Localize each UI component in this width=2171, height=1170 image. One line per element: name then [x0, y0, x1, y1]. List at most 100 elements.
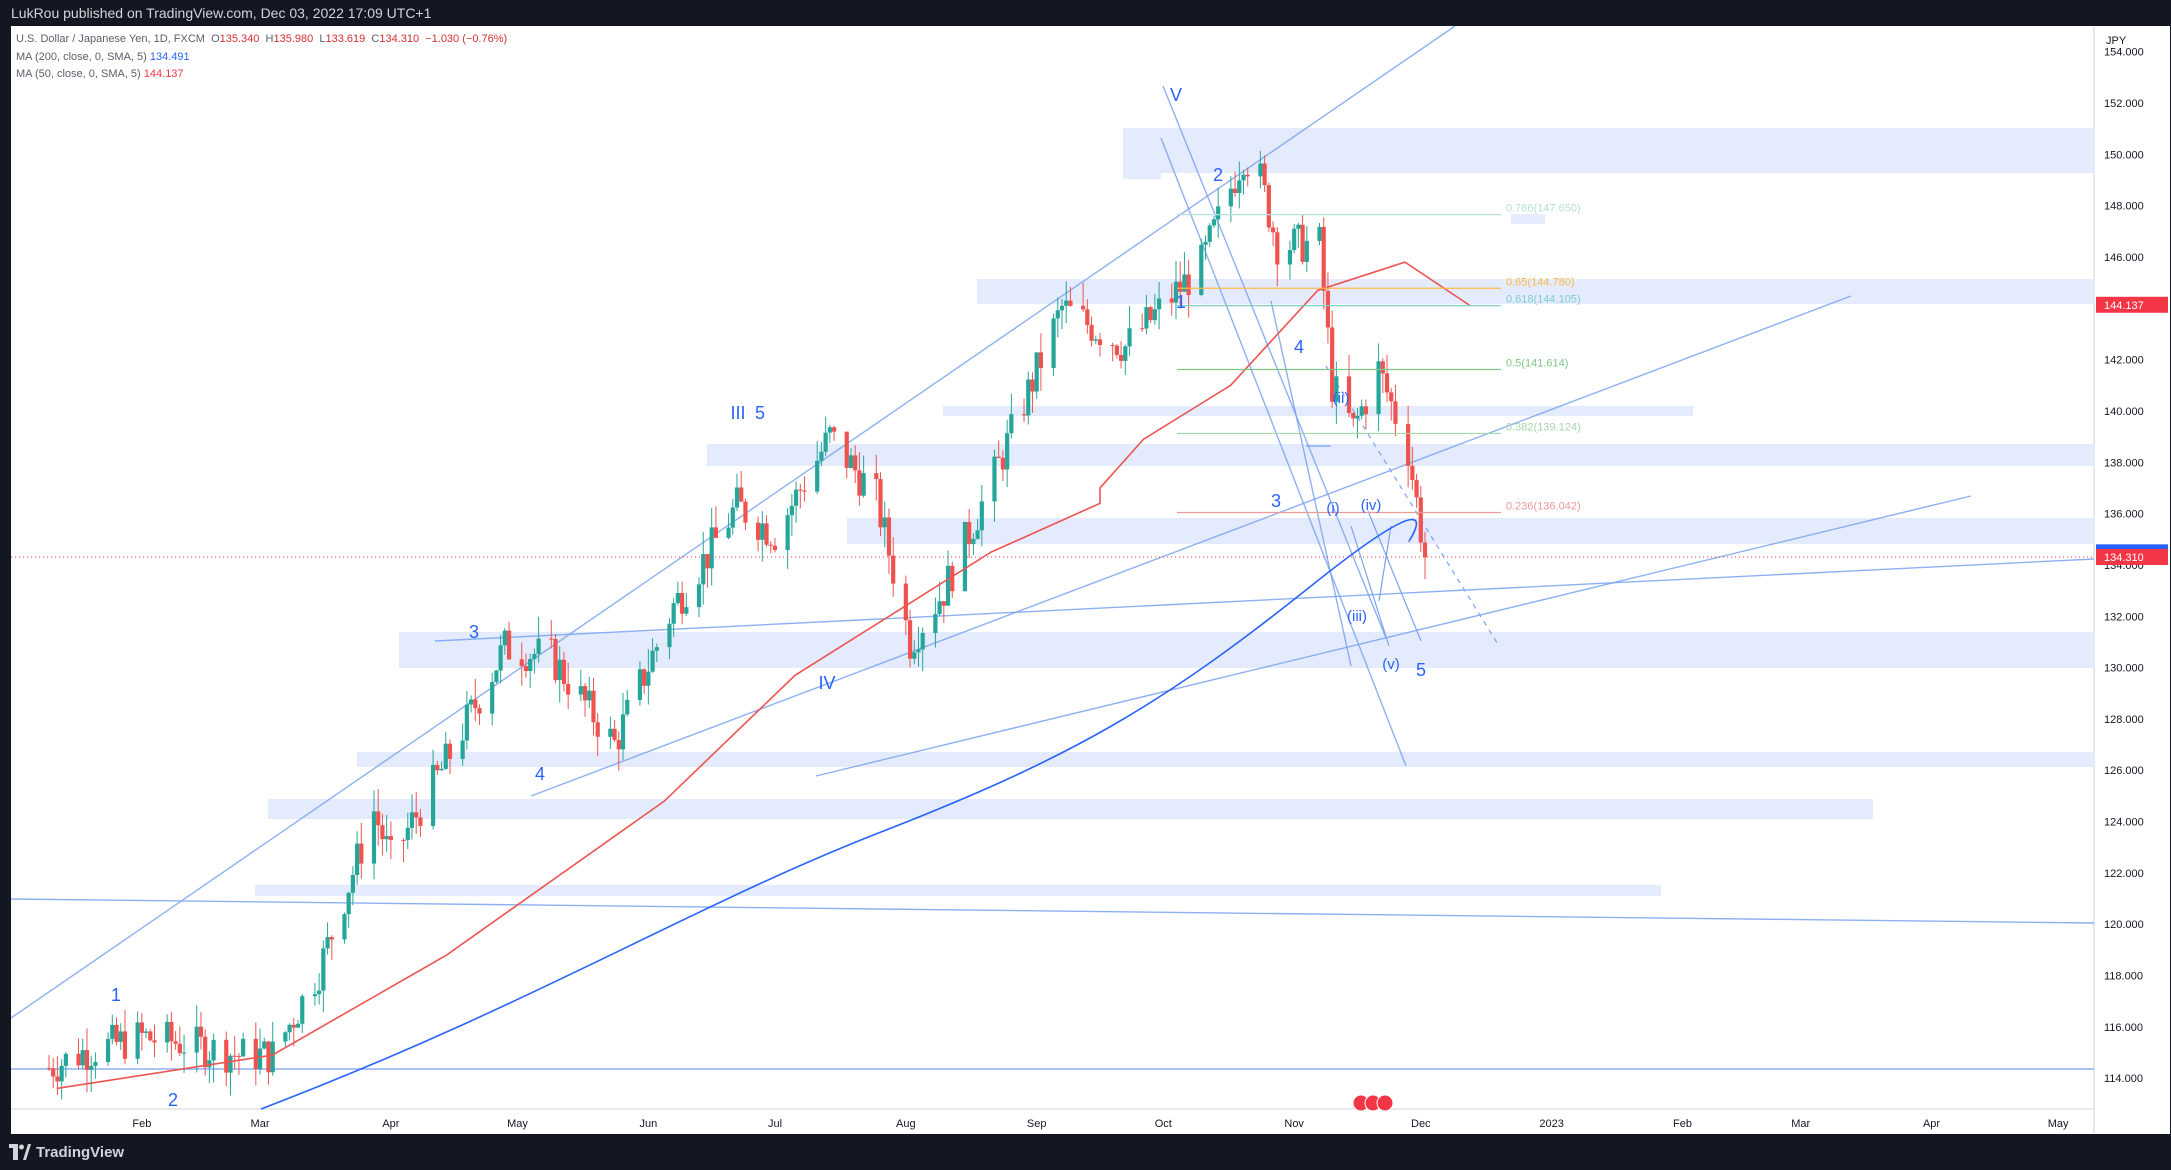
candle-body [1393, 401, 1398, 424]
candle-body [971, 538, 976, 545]
trend-line [434, 558, 2095, 642]
candle-body [1110, 345, 1115, 347]
candle-body [587, 690, 592, 701]
zone-rect [707, 444, 2094, 466]
candle-body [912, 652, 917, 659]
candle-body [401, 839, 406, 841]
candle-body [122, 1031, 128, 1059]
candle-body [93, 1062, 98, 1066]
candle-body [764, 523, 769, 545]
candle-body [532, 653, 537, 660]
candle-body [1123, 346, 1128, 361]
candle-body [1270, 227, 1276, 233]
candle-body [1380, 361, 1385, 374]
candle-body [295, 1023, 301, 1028]
price-tick-label: 124.000 [2104, 817, 2144, 829]
candle-body [1317, 226, 1322, 241]
wave-label: 2 [1213, 165, 1223, 185]
trend-line [1270, 300, 1352, 667]
time-tick-label: Jul [768, 1118, 782, 1130]
candle-body [173, 1041, 178, 1044]
candle-body [523, 666, 529, 672]
time-tick-label: Jun [639, 1118, 657, 1130]
candle-body [55, 1076, 60, 1082]
candle-body [1068, 300, 1073, 306]
candle-body [1085, 309, 1090, 325]
trend-line [1378, 525, 1392, 602]
fib-level-label: 0.65(144.780) [1506, 276, 1575, 288]
candle-body [675, 592, 681, 604]
tradingview-brand[interactable]: TradingView [36, 1144, 125, 1161]
candle-body [1203, 241, 1208, 245]
candle-body [1140, 328, 1145, 330]
candle-body [1384, 373, 1390, 393]
candle-body [443, 743, 448, 769]
wave-label: 5 [1416, 660, 1426, 680]
candle-body [975, 530, 980, 539]
candle-body [793, 489, 799, 506]
candle-body [823, 432, 828, 452]
time-tick-label: Apr [382, 1118, 399, 1130]
time-tick-label: May [507, 1118, 528, 1130]
candle-body [578, 686, 583, 695]
publish-header: LukRou published on TradingView.com, Dec… [0, 0, 2171, 26]
price-chart[interactable]: 0.786(147.650) 0.65(144.780) 0.618(144.105… [11, 26, 2170, 1134]
wave-label: 4 [535, 764, 545, 784]
price-tick-label: 148.000 [2104, 201, 2144, 213]
trend-line [1160, 137, 1407, 767]
candle-body [637, 669, 643, 700]
candle-body [937, 601, 942, 615]
candle-body [853, 455, 858, 471]
price-tick-label: 140.000 [2104, 406, 2144, 418]
price-tick-label: 142.000 [2104, 355, 2144, 367]
candle-body [46, 1067, 52, 1069]
price-tag [2096, 296, 2168, 313]
price-tick-label: 116.000 [2104, 1022, 2143, 1034]
candle-body [169, 1021, 174, 1042]
candle-body [743, 501, 748, 523]
zone-rect [1511, 214, 1545, 224]
candle-body [63, 1053, 68, 1066]
candle-body [405, 827, 410, 841]
candle-body [1156, 298, 1162, 310]
wave-label: IV [818, 673, 835, 693]
candle-body [346, 892, 351, 915]
candle-body [473, 699, 478, 709]
close-value: 134.310 [379, 33, 420, 45]
candle-body [827, 427, 832, 433]
trend-line [1350, 525, 1390, 647]
candle-body [642, 669, 647, 686]
price-tick-label: 132.000 [2104, 611, 2144, 623]
candle-body [59, 1065, 64, 1082]
candle-body [506, 630, 512, 660]
candle-body [620, 714, 626, 750]
candle-body [342, 914, 347, 940]
wave-label: 5 [755, 403, 765, 423]
ma50-legend: MA (50, close, 0, SMA, 5) 144.137 [16, 68, 184, 80]
time-tick-label: Oct [1155, 1118, 1172, 1130]
fib-level-label: 0.236(136.042) [1506, 501, 1581, 513]
candle-body [148, 1031, 153, 1041]
candle-body [950, 565, 955, 592]
candle-body [1389, 392, 1394, 402]
candle-body [967, 522, 972, 545]
candle-body [920, 633, 925, 650]
zone-rect [977, 279, 2094, 304]
time-tick-label: Mar [1791, 1118, 1810, 1130]
candle-body [1359, 406, 1364, 416]
candle-body [409, 812, 415, 828]
ma200-legend: MA (200, close, 0, SMA, 5) 134.491 [16, 51, 190, 63]
candle-body [266, 1041, 271, 1073]
candle-body [1144, 307, 1149, 329]
published-line: LukRou published on TradingView.com, Dec… [11, 5, 432, 21]
candle-body [211, 1039, 216, 1061]
candle-body [886, 517, 892, 556]
candle-body [464, 704, 469, 741]
wave-label: (iv) [1361, 497, 1382, 514]
tradingview-logo-icon [9, 1144, 31, 1160]
candle-body [51, 1068, 56, 1077]
candle-body [105, 1038, 111, 1063]
candle-body [371, 811, 377, 864]
wave-label: 1 [111, 985, 121, 1005]
economic-event-icon [1376, 1094, 1394, 1112]
